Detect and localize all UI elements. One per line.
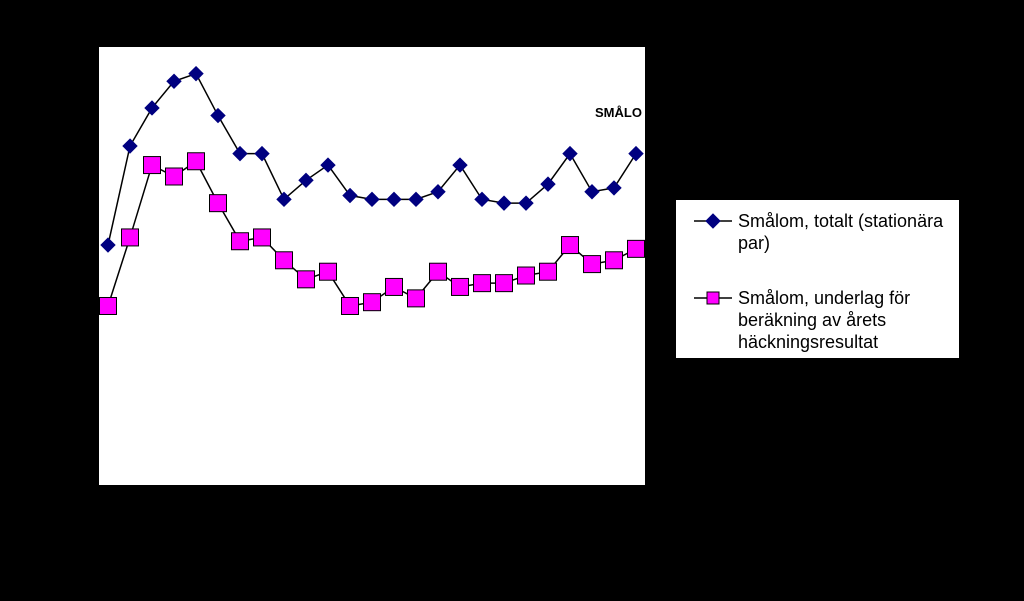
square-point	[473, 274, 491, 293]
diamond-point	[408, 191, 424, 208]
square-point	[165, 167, 183, 186]
square-point	[253, 228, 271, 247]
diamond-point	[166, 73, 182, 89]
square-point	[187, 152, 205, 171]
square-point	[231, 232, 249, 251]
legend-label-totalt: Smålom, totalt (stationära	[738, 211, 944, 231]
diamond-point	[342, 187, 358, 204]
square-point	[561, 236, 579, 255]
square-point	[539, 262, 557, 281]
legend-label-underlag-line3: häckningsresultat	[738, 332, 878, 352]
legend: Smålom, totalt (stationära par) Smålom, …	[676, 200, 959, 358]
square-point	[363, 293, 381, 312]
square-point	[209, 194, 227, 213]
square-point	[99, 296, 117, 315]
legend-marker-square	[706, 291, 720, 305]
square-point	[451, 277, 469, 296]
square-point	[429, 262, 447, 281]
diamond-point	[606, 180, 622, 196]
square-point	[583, 255, 601, 274]
legend-label-totalt-line2: par)	[738, 233, 770, 253]
diamond-point	[386, 191, 402, 208]
chart-title: SMÅLO	[595, 105, 642, 120]
plot-area	[99, 47, 645, 485]
diamond-point	[254, 145, 270, 162]
legend-box	[676, 200, 959, 358]
diamond-point	[232, 145, 248, 162]
diamond-point	[122, 138, 138, 154]
diamond-point	[496, 195, 512, 211]
diamond-point	[474, 191, 490, 208]
square-point	[517, 266, 535, 285]
diamond-point	[584, 184, 600, 200]
square-point	[627, 239, 645, 258]
diamond-point	[430, 184, 446, 200]
diamond-point	[320, 157, 336, 173]
diamond-point	[298, 172, 314, 189]
diamond-point	[452, 157, 468, 173]
diamond-point	[210, 107, 226, 124]
diamond-point	[276, 191, 292, 208]
diamond-point	[364, 191, 380, 208]
legend-label-underlag: Smålom, underlag för	[738, 288, 910, 308]
diamond-point	[540, 176, 556, 192]
square-point	[495, 274, 513, 293]
square-point	[121, 228, 139, 247]
square-point	[275, 251, 293, 270]
square-point	[605, 251, 623, 270]
square-point	[407, 289, 425, 308]
legend-label-underlag-line2: beräkning av årets	[738, 310, 886, 330]
diamond-point	[188, 65, 204, 82]
square-point	[385, 277, 403, 296]
square-point	[143, 156, 161, 175]
diamond-point	[144, 100, 160, 116]
square-point	[297, 270, 315, 289]
legend-marker-diamond	[705, 213, 721, 229]
diamond-point	[562, 145, 578, 162]
diamond-point	[628, 145, 644, 162]
diamond-point	[518, 195, 534, 211]
diamond-point	[100, 237, 116, 253]
square-point	[341, 296, 359, 315]
square-point	[319, 262, 337, 281]
series-layer	[99, 65, 645, 315]
